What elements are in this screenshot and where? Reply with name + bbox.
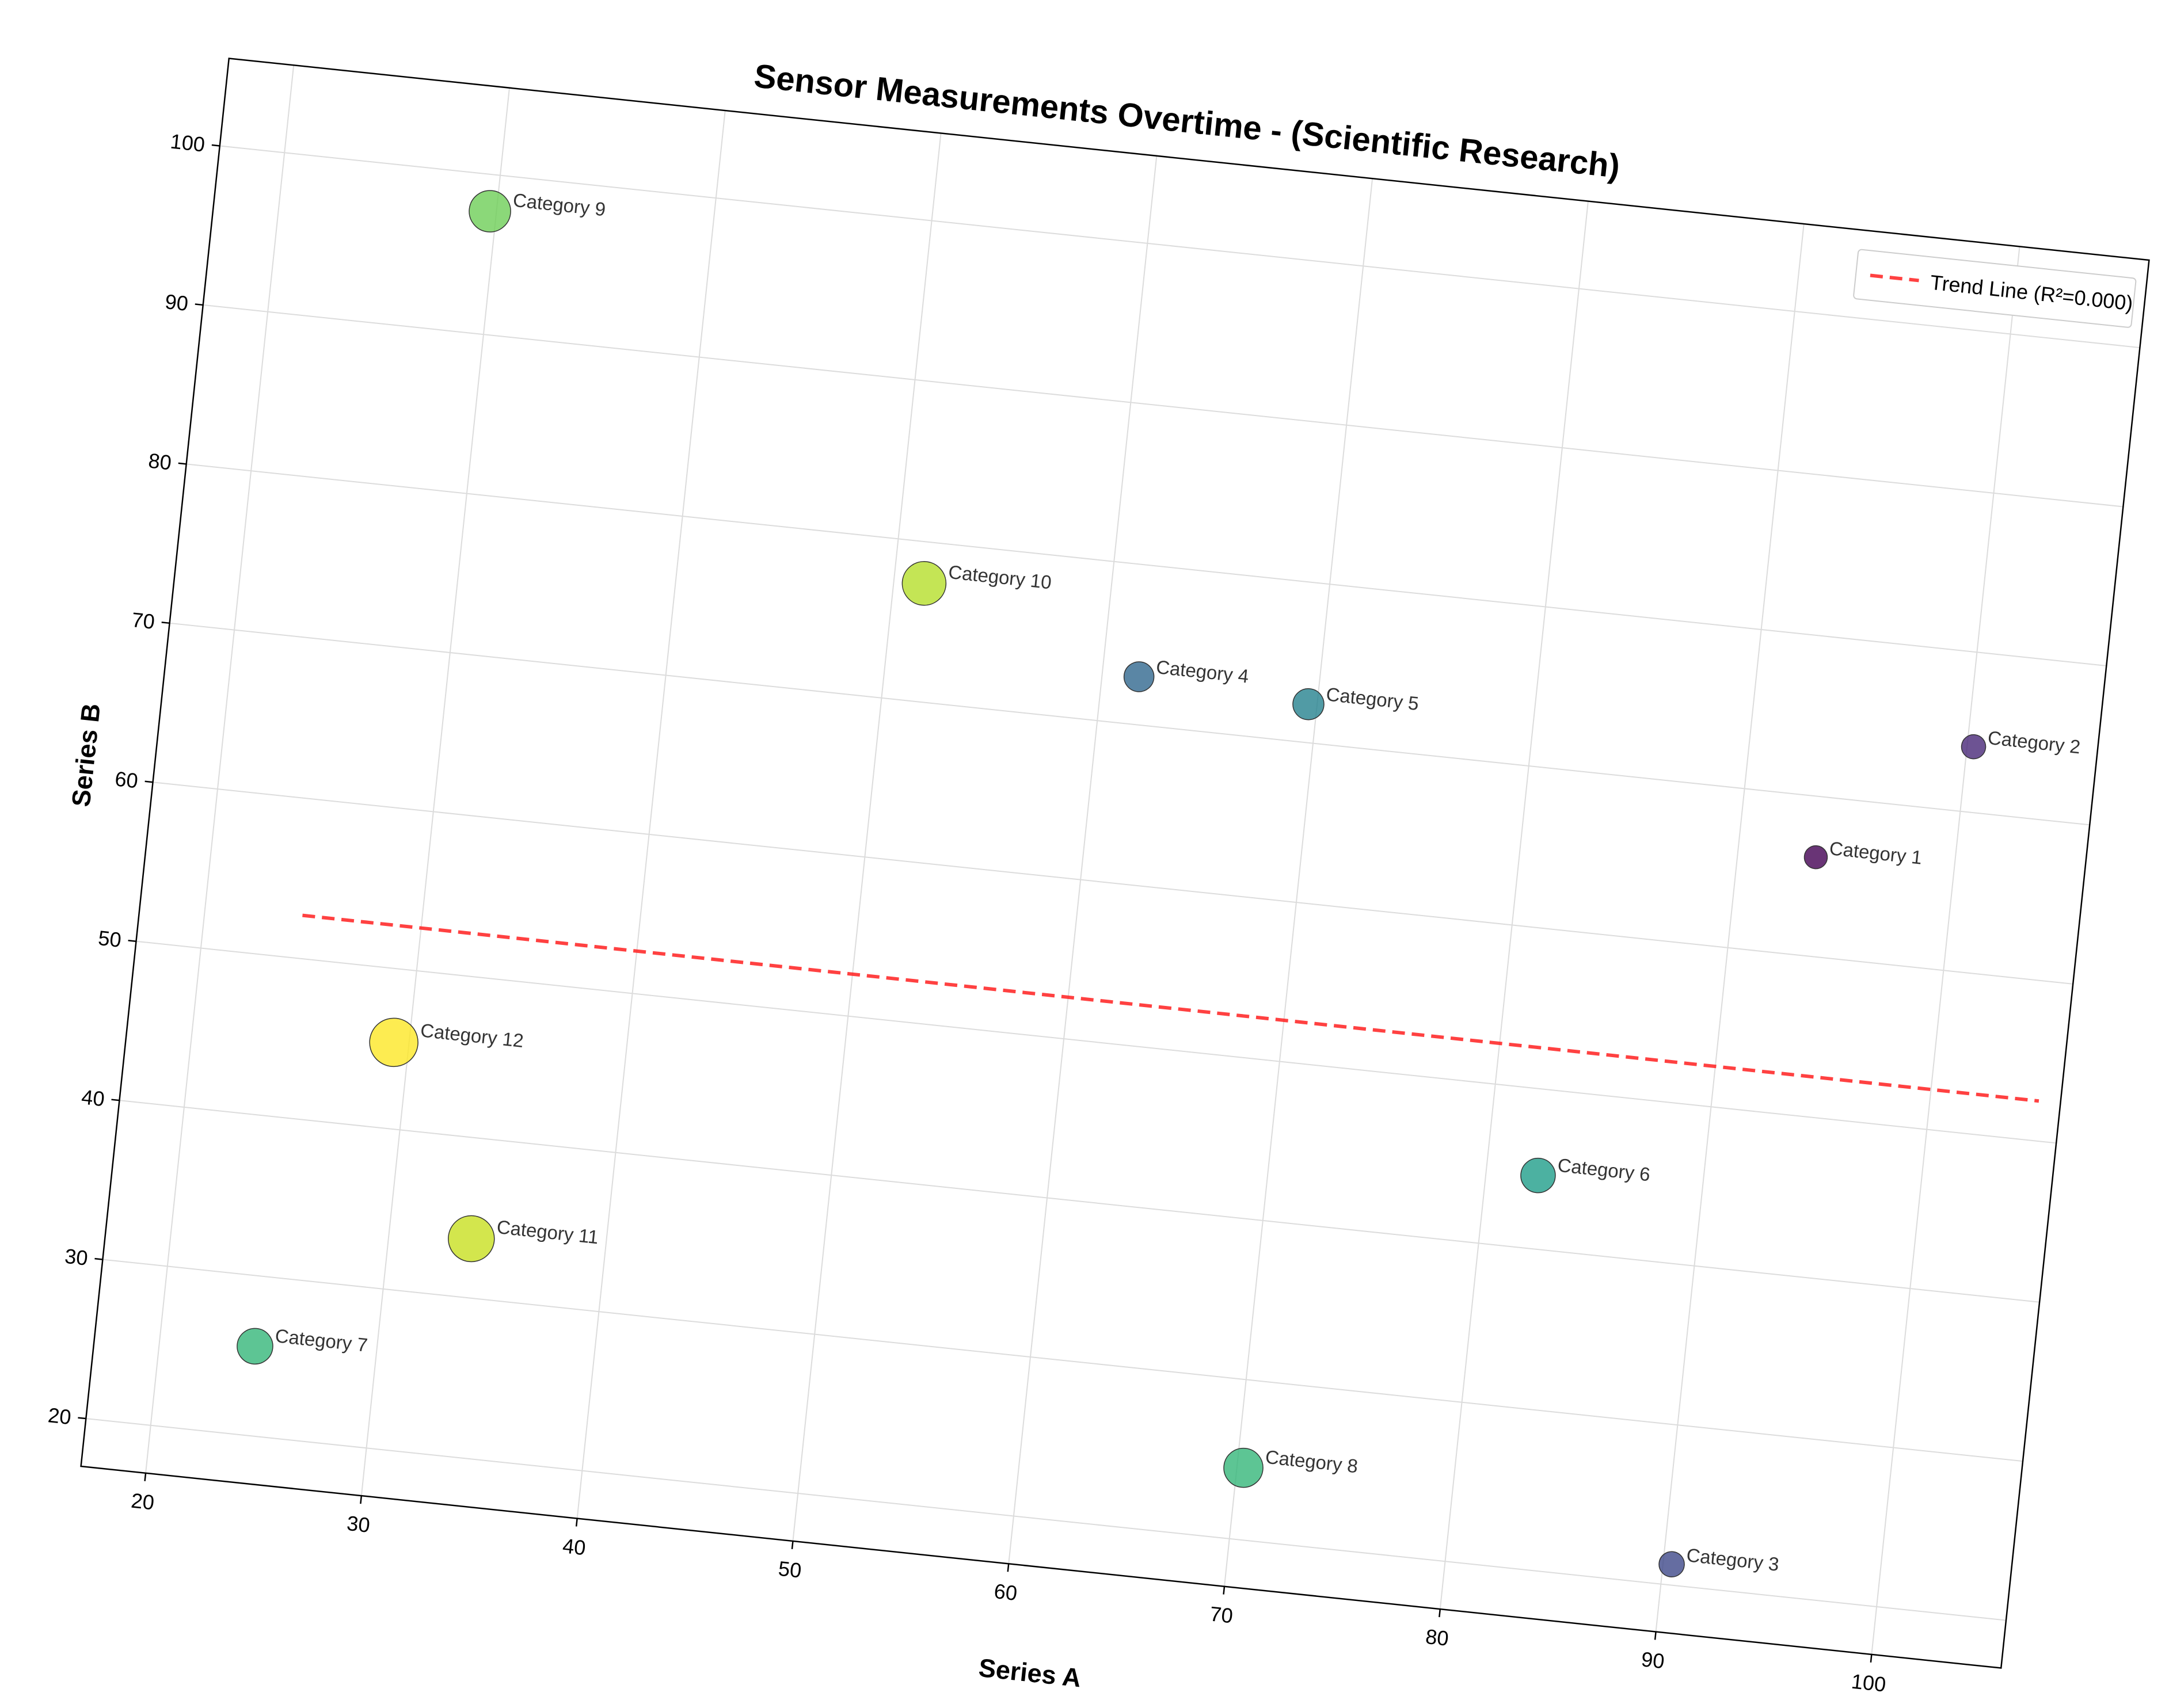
x-tick-label: 60 — [993, 1579, 1018, 1605]
chart-title: Sensor Measurements Overtime - (Scientif… — [752, 57, 1622, 185]
plot-frame — [80, 58, 2150, 1669]
grid — [86, 65, 2140, 1655]
y-grid-line — [102, 1259, 2023, 1462]
x-grid-line — [1224, 178, 1373, 1587]
y-grid-line — [136, 940, 2057, 1144]
y-tick-label: 30 — [64, 1244, 89, 1270]
y-tick-mark — [178, 462, 187, 465]
x-grid-line — [1008, 155, 1158, 1564]
trend-line — [302, 913, 2039, 1103]
data-point-label: Category 8 — [1264, 1446, 1359, 1477]
y-tick-mark — [211, 144, 220, 147]
data-point — [1803, 845, 1828, 870]
y-tick-mark — [78, 1417, 86, 1420]
data-point-label: Category 3 — [1685, 1544, 1780, 1575]
data-point-label: Category 10 — [947, 561, 1053, 593]
y-axis-label: Series B — [66, 702, 106, 808]
x-axis-label: Series A — [977, 1653, 1083, 1692]
x-tick-mark — [360, 1496, 363, 1504]
x-tick-label: 80 — [1425, 1625, 1450, 1650]
x-grid-line — [145, 65, 295, 1473]
plot-area: 20 30 40 50 60 70 80 90 100 20 30 40 50 60 70 80 90 100 C… — [47, 58, 2150, 1696]
y-tick-label: 100 — [169, 129, 206, 157]
y-tick-mark — [161, 622, 170, 624]
x-tick-mark — [1439, 1609, 1441, 1618]
x-tick-label: 40 — [561, 1534, 587, 1560]
x-grid-line — [576, 110, 726, 1519]
x-tick-mark — [1654, 1631, 1657, 1640]
y-grid-line — [219, 145, 2140, 349]
data-point — [448, 1215, 495, 1263]
data-point-label: Category 6 — [1557, 1154, 1651, 1185]
y-tick-mark — [128, 939, 136, 942]
data-point-label: Category 7 — [274, 1325, 368, 1356]
data-point — [369, 1017, 418, 1068]
x-grid-line — [1439, 201, 1589, 1610]
data-point — [237, 1328, 273, 1365]
data-point-label: Category 4 — [1155, 656, 1250, 687]
data-point-label: Category 5 — [1325, 683, 1420, 714]
y-tick-label: 60 — [114, 767, 139, 792]
data-point — [1520, 1157, 1556, 1194]
data-point — [1292, 688, 1325, 720]
legend-box — [1853, 249, 2137, 328]
data-point — [1658, 1551, 1685, 1577]
data-point-label: Category 2 — [1987, 727, 2081, 758]
data-point — [901, 561, 947, 606]
data-point — [1123, 661, 1155, 692]
data-point-label: Category 11 — [496, 1216, 599, 1248]
y-grid-line — [153, 781, 2073, 985]
x-tick-mark — [144, 1473, 147, 1481]
y-grid-line — [203, 304, 2124, 508]
x-tick-label: 20 — [130, 1489, 155, 1515]
x-grid-line — [792, 133, 942, 1542]
y-tick-label: 50 — [97, 926, 123, 952]
y-grid-line — [119, 1100, 2040, 1303]
x-grid-line — [1655, 223, 1805, 1632]
data-point — [1961, 734, 1987, 760]
x-tick-label: 100 — [1850, 1669, 1887, 1696]
data-point-label: Category 1 — [1828, 837, 1923, 868]
y-tick-label: 40 — [81, 1085, 106, 1111]
data-points: Category 1 Category 2 Category 3 Category 4… — [237, 189, 2082, 1577]
x-tick-label: 90 — [1640, 1647, 1665, 1673]
axis-ticks: 20 30 40 50 60 70 80 90 100 20 30 40 50 60 70 80 90 100 — [47, 129, 1887, 1696]
y-tick-label: 70 — [131, 608, 156, 634]
data-point-label: Category 12 — [420, 1019, 525, 1051]
y-grid-line — [86, 1418, 2007, 1621]
x-tick-mark — [791, 1541, 794, 1550]
x-grid-line — [1871, 246, 2020, 1655]
legend: Trend Line (R²=0.000) — [1853, 249, 2137, 328]
x-tick-mark — [1007, 1564, 1010, 1572]
y-tick-label: 20 — [47, 1403, 72, 1429]
legend-trend-swatch — [1870, 273, 1919, 283]
y-tick-mark — [144, 780, 153, 783]
x-tick-mark — [575, 1518, 578, 1527]
data-point — [469, 190, 511, 232]
x-tick-label: 30 — [346, 1511, 371, 1537]
x-tick-label: 70 — [1209, 1602, 1234, 1627]
data-point-label: Category 9 — [512, 189, 606, 220]
y-grid-line — [186, 463, 2107, 666]
y-grid-line — [169, 622, 2090, 826]
x-tick-label: 50 — [777, 1557, 802, 1583]
y-tick-label: 90 — [164, 289, 189, 315]
trend-line-layer — [302, 913, 2039, 1103]
x-grid-line — [360, 87, 510, 1496]
y-tick-label: 80 — [147, 449, 173, 475]
data-point — [1223, 1447, 1264, 1488]
